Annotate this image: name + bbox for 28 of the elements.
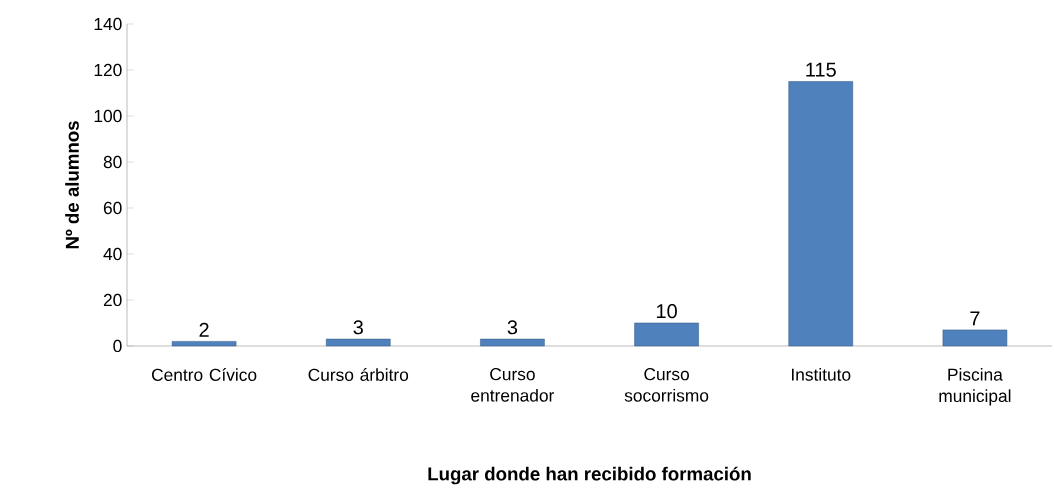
data-label: 2 [199, 322, 209, 337]
y-tick-label: 0 [113, 339, 122, 353]
x-tick-label: Instituto [792, 368, 851, 381]
y-tick-label: 120 [94, 63, 122, 77]
bar [480, 338, 545, 347]
x-tick-label: Centro Cívico [151, 368, 257, 381]
x-tick-label: Curso socorrismo [624, 368, 709, 402]
data-label: 3 [353, 320, 363, 335]
data-label: 115 [806, 62, 836, 77]
bar [634, 322, 699, 347]
data-label: 10 [656, 304, 677, 319]
y-tick-label: 80 [103, 155, 122, 169]
bar [788, 81, 854, 347]
data-label: 3 [507, 320, 518, 335]
y-tick-label: 60 [103, 201, 122, 215]
bar [171, 341, 237, 347]
y-tick-label: 40 [103, 247, 122, 261]
y-tick-label: 20 [103, 293, 122, 307]
x-tick-label: Curso entrenador [471, 368, 555, 402]
y-tick-label: 100 [94, 109, 122, 123]
y-axis-title: Nº de alumnos [65, 121, 79, 249]
x-tick-label: Curso árbitro [308, 368, 409, 381]
data-label: 7 [970, 311, 980, 326]
x-tick-label: Piscina municipal [939, 368, 1011, 406]
x-axis-title: Lugar donde han recibido formación [428, 466, 751, 485]
y-tick-label: 140 [94, 17, 122, 31]
bar [325, 338, 391, 347]
bar [942, 329, 1008, 347]
